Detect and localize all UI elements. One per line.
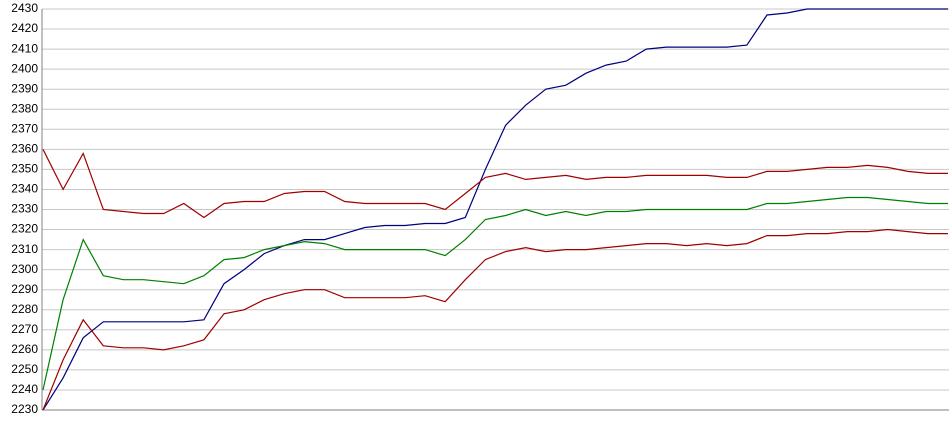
y-tick-label: 2320 [11,222,38,236]
y-tick-label: 2380 [11,101,38,115]
y-tick-label: 2310 [11,242,38,256]
y-tick-label: 2410 [11,41,38,55]
y-tick-label: 2240 [11,382,38,396]
y-tick-label: 2260 [11,342,38,356]
y-tick-label: 2360 [11,142,38,156]
y-tick-label: 2400 [11,61,38,75]
y-tick-label: 2250 [11,362,38,376]
series-line [42,196,948,391]
y-tick-label: 2350 [11,162,38,176]
y-tick-label: 2280 [11,302,38,316]
y-tick-label: 2300 [11,262,38,276]
y-tick-label: 2270 [11,322,38,336]
y-tick-label: 2390 [11,81,38,95]
series-line [42,8,948,411]
y-tick-label: 2340 [11,182,38,196]
y-tick-label: 2330 [11,202,38,216]
y-tick-label: 2430 [11,1,38,15]
series-line [42,149,948,219]
y-tick-label: 2290 [11,282,38,296]
series-line [42,228,948,411]
y-tick-label: 2230 [11,402,38,416]
y-tick-label: 2370 [11,121,38,135]
y-tick-label: 2420 [11,21,38,35]
